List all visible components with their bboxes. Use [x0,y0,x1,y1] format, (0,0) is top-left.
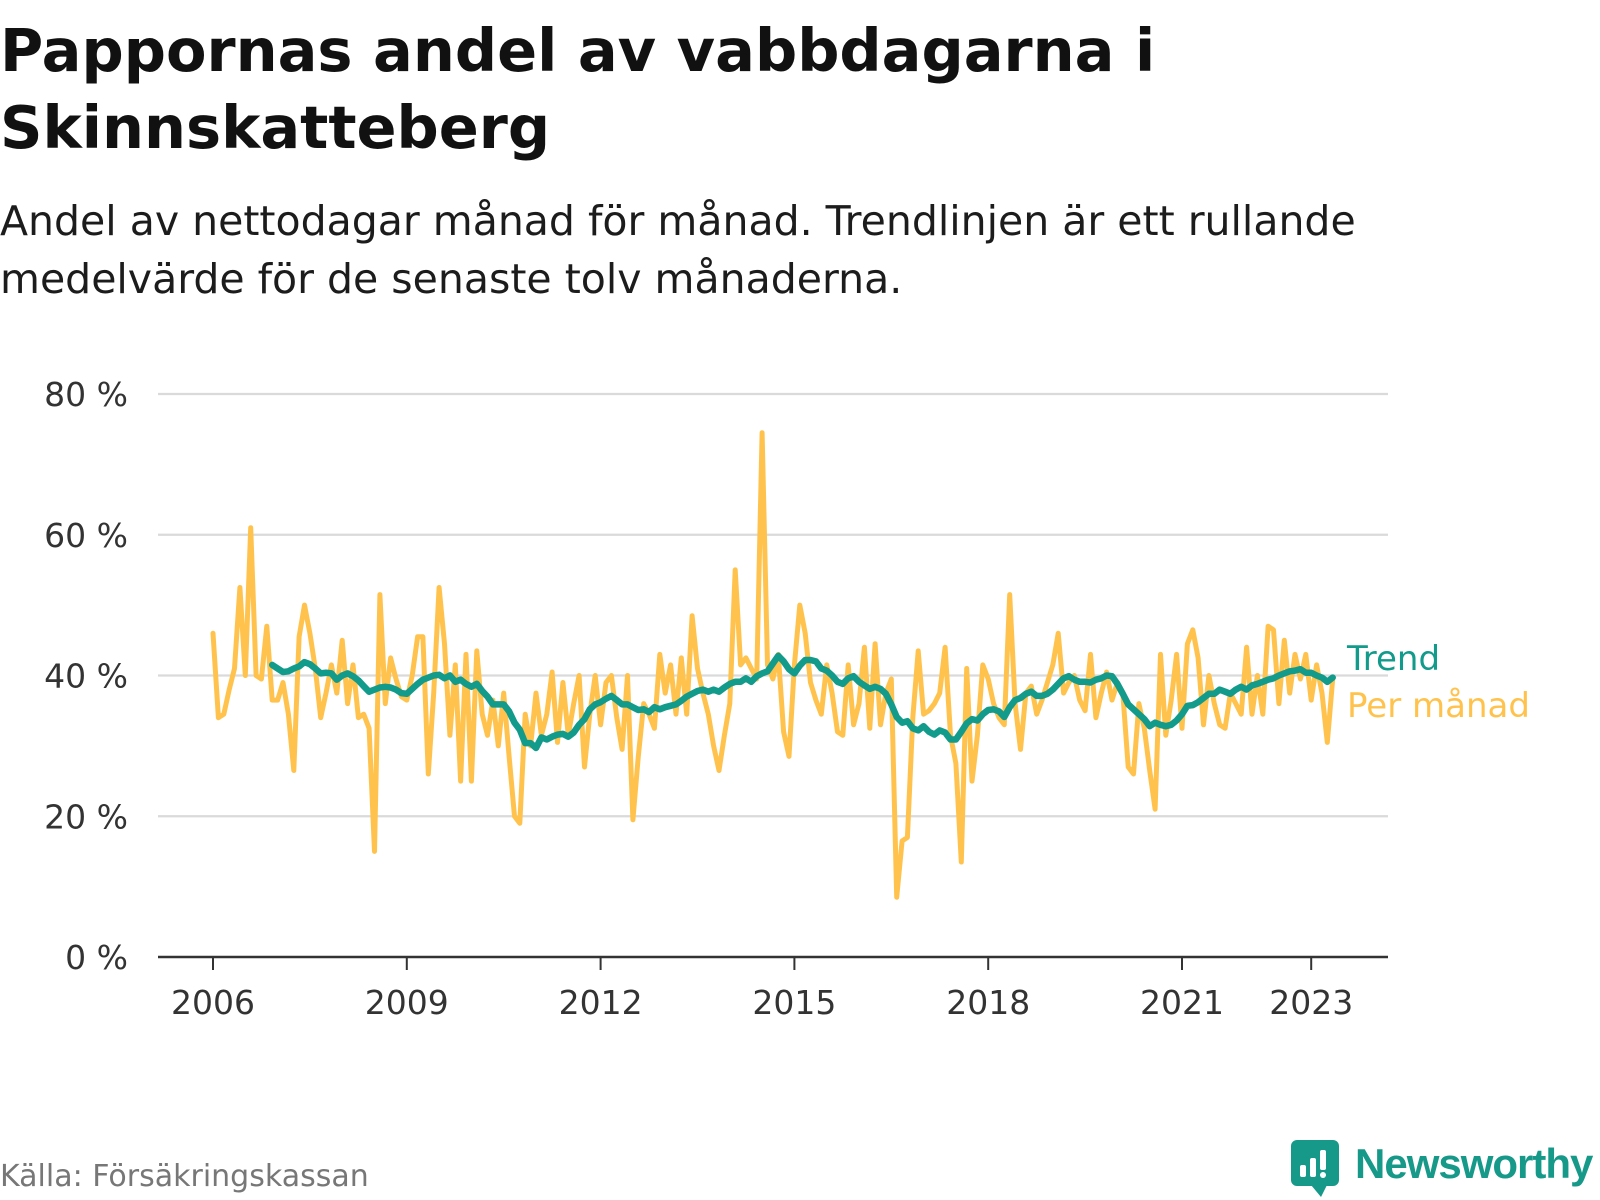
y-tick-label: 20 % [44,797,128,836]
x-tick-label: 2012 [559,983,643,1022]
newsworthy-logo-text: Newsworthy [1355,1140,1593,1187]
gridlines [158,392,1388,818]
x-tick-label: 2023 [1269,983,1353,1022]
x-tick-label: 2009 [365,983,449,1022]
x-tick-label: 2021 [1140,983,1224,1022]
x-axis-tick-labels: 2006 2009 2012 2015 2018 2021 2023 [171,983,1353,1022]
chart-title: Pappornas andel av vabbdagarna i Skinnsk… [0,16,1156,162]
series-line-trend [268,652,1336,752]
chart-subtitle: Andel av nettodagar månad för månad. Tre… [0,197,1356,303]
x-tick-label: 2015 [752,983,836,1022]
y-tick-label: 40 % [44,657,128,696]
newsworthy-logo-icon [1291,1140,1339,1197]
x-axis-tick-marks [212,957,1313,970]
legend-label-per-manad: Per månad [1347,686,1530,726]
y-axis-tick-labels: 0 % 20 % 40 % 60 % 80 % [44,375,128,977]
y-tick-label: 80 % [44,375,128,414]
y-tick-label: 60 % [44,516,128,555]
y-tick-label: 0 % [65,938,128,977]
x-tick-label: 2006 [171,983,255,1022]
x-tick-label: 2018 [946,983,1030,1022]
legend-label-trend: Trend [1346,639,1440,679]
source-note: Källa: Försäkringskassan [0,1159,369,1194]
